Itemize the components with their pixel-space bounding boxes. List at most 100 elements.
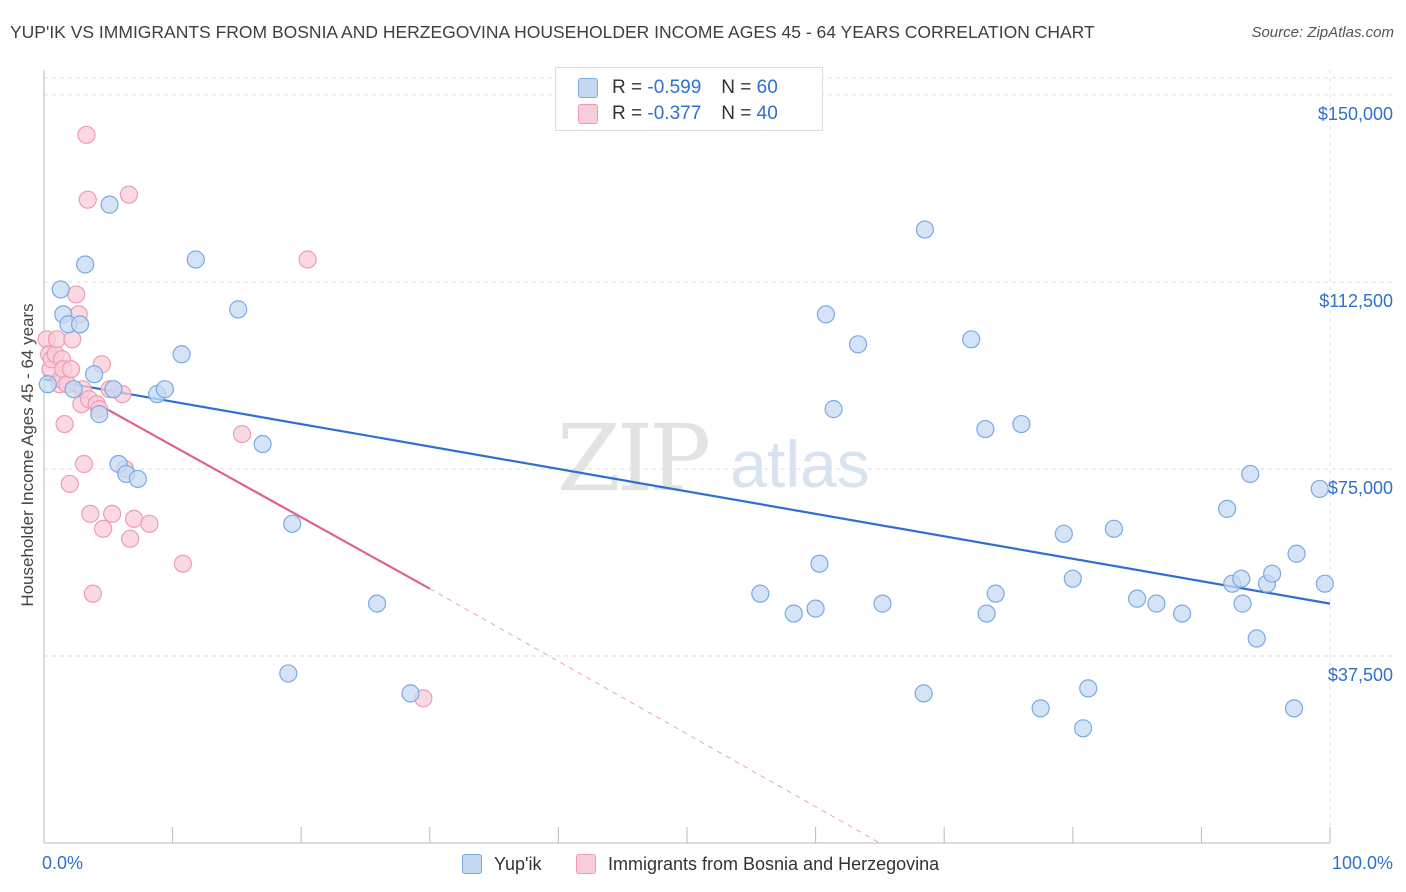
yupik-point xyxy=(367,594,387,613)
x-tick-label: 100.0% xyxy=(1332,853,1393,873)
bosnia-point xyxy=(47,330,66,349)
yupik-point xyxy=(64,380,83,399)
bosnia-point xyxy=(119,185,138,204)
bosnia-point xyxy=(60,474,79,494)
legend-row-bosnia: R = -0.377 N = 40 xyxy=(578,102,778,126)
yupik-point xyxy=(51,280,70,299)
yupik-point xyxy=(784,604,803,623)
watermark-atlas: atlas xyxy=(730,427,869,501)
yupik-point xyxy=(751,584,770,603)
yupik-point xyxy=(1079,679,1098,698)
legend-n-label: N = xyxy=(721,77,752,98)
bottom-legend-yupik: Yup'ik xyxy=(462,852,541,876)
yupik-point xyxy=(1241,464,1260,484)
yupik-point xyxy=(977,604,996,623)
chart-title: YUP'IK VS IMMIGRANTS FROM BOSNIA AND HER… xyxy=(10,22,1095,42)
bosnia-point xyxy=(94,519,113,538)
yupik-point xyxy=(1054,524,1073,543)
axis-layer xyxy=(43,70,1331,844)
yupik-point xyxy=(1031,699,1050,718)
chart-source: Source: ZipAtlas.com xyxy=(1251,24,1394,41)
bosnia-point xyxy=(124,509,144,528)
yupik-point xyxy=(810,554,829,573)
yupik-point xyxy=(1287,544,1306,563)
legend-n-value: 40 xyxy=(756,103,778,124)
yupik-point xyxy=(128,469,147,489)
bosnia-point xyxy=(121,529,140,548)
legend-n-value: 60 xyxy=(756,77,778,98)
yupik-point xyxy=(1310,479,1329,499)
bosnia-point xyxy=(67,285,86,304)
bottom-legend-swatch-yupik xyxy=(462,854,482,874)
yupik-point xyxy=(1284,699,1304,718)
yupik-point xyxy=(1012,414,1031,434)
yupik-point xyxy=(1232,569,1251,588)
points-layer xyxy=(37,125,1334,738)
bosnia-point xyxy=(298,250,317,269)
legend-r-value: -0.377 xyxy=(647,103,702,124)
yupik-point xyxy=(1173,604,1192,623)
y-tick-label: $75,000 xyxy=(1328,478,1393,498)
watermark: ZIP atlas xyxy=(557,405,870,512)
yupik-point xyxy=(914,684,933,703)
yupik-point xyxy=(915,220,935,239)
bosnia-point xyxy=(61,360,81,379)
yupik-point xyxy=(172,345,191,364)
bosnia-point xyxy=(140,514,159,533)
yupik-point xyxy=(1147,594,1166,613)
yupik-point xyxy=(253,434,272,454)
yupik-point xyxy=(1063,569,1082,588)
yupik-point xyxy=(848,335,868,354)
legend-r-label: R = xyxy=(612,103,643,124)
yupik-point xyxy=(104,380,123,399)
bosnia-point xyxy=(83,584,102,603)
yupik-point xyxy=(824,400,843,419)
bosnia-point xyxy=(74,454,93,474)
yupik-point xyxy=(986,584,1005,603)
yupik-point xyxy=(1073,719,1093,738)
bosnia-trend-extension xyxy=(429,588,881,844)
bosnia-point xyxy=(103,504,122,523)
tick-label-layer: $37,500 $75,000 $112,500 $150,000 0.0% 100.0% xyxy=(42,104,1393,873)
yupik-trend-line xyxy=(43,378,1331,605)
yupik-point xyxy=(873,594,892,613)
yupik-point xyxy=(976,419,995,439)
bosnia-point xyxy=(63,330,82,349)
legend-r-label: R = xyxy=(612,77,643,98)
yupik-point xyxy=(85,365,104,384)
bottom-legend-label-yupik: Yup'ik xyxy=(494,853,542,874)
bosnia-point xyxy=(81,504,100,523)
correlation-legend: R = -0.599 N = 60 R = -0.377 N = 40 xyxy=(555,67,823,131)
bosnia-point xyxy=(232,424,252,444)
watermark-zip: ZIP xyxy=(557,405,708,512)
legend-n-label: N = xyxy=(721,103,752,124)
y-tick-label: $37,500 xyxy=(1328,665,1393,685)
bottom-legend-swatch-bosnia xyxy=(576,854,596,874)
x-tick-label: 0.0% xyxy=(42,853,83,873)
bosnia-point xyxy=(78,190,97,209)
yupik-point xyxy=(186,250,205,269)
bosnia-point xyxy=(55,414,74,434)
yupik-point xyxy=(38,375,57,394)
yupik-point xyxy=(1315,574,1334,593)
yupik-point xyxy=(76,255,95,274)
yupik-point xyxy=(100,195,119,214)
legend-swatch-bosnia xyxy=(578,104,598,124)
yupik-point xyxy=(1127,589,1147,608)
yupik-point xyxy=(1247,629,1266,648)
yupik-point xyxy=(90,405,109,424)
yupik-point xyxy=(806,599,825,618)
bosnia-point xyxy=(173,554,192,573)
yupik-point xyxy=(816,305,835,324)
yupik-point xyxy=(229,300,248,319)
y-tick-label: $150,000 xyxy=(1318,104,1393,124)
yupik-point xyxy=(1263,564,1282,583)
bottom-legend-bosnia: Immigrants from Bosnia and Herzegovina xyxy=(576,852,939,876)
yupik-point xyxy=(279,664,298,683)
yupik-point xyxy=(70,315,90,334)
bosnia-point xyxy=(77,125,96,144)
yupik-point xyxy=(1104,519,1124,538)
legend-row-yupik: R = -0.599 N = 60 xyxy=(578,76,778,100)
yupik-point xyxy=(401,684,420,703)
